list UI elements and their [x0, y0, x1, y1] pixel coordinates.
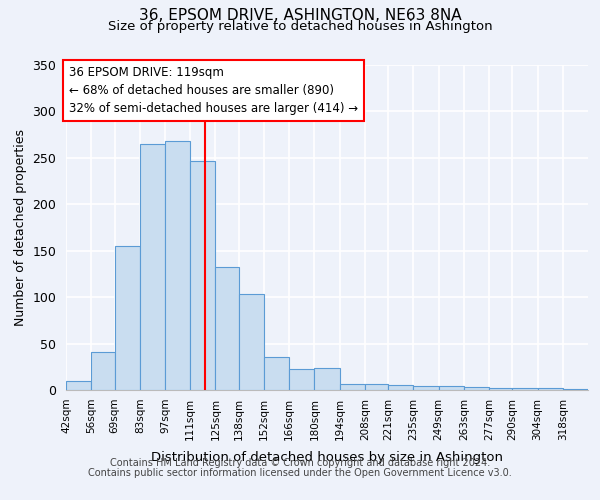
Y-axis label: Number of detached properties: Number of detached properties — [14, 129, 27, 326]
Bar — [264, 356, 289, 390]
Text: 36 EPSOM DRIVE: 119sqm
← 68% of detached houses are smaller (890)
32% of semi-de: 36 EPSOM DRIVE: 119sqm ← 68% of detached… — [68, 66, 358, 114]
Bar — [140, 144, 165, 390]
Bar — [538, 388, 563, 390]
Bar — [563, 389, 588, 390]
Bar — [314, 368, 340, 390]
Bar — [165, 141, 190, 390]
Bar — [340, 384, 365, 390]
Text: Contains HM Land Registry data © Crown copyright and database right 2024.: Contains HM Land Registry data © Crown c… — [110, 458, 490, 468]
Text: Size of property relative to detached houses in Ashington: Size of property relative to detached ho… — [107, 20, 493, 33]
Bar — [464, 387, 489, 390]
Bar — [215, 266, 239, 390]
Bar — [66, 380, 91, 390]
Bar — [289, 368, 314, 390]
Bar — [91, 352, 115, 390]
Bar — [439, 386, 464, 390]
X-axis label: Distribution of detached houses by size in Ashington: Distribution of detached houses by size … — [151, 451, 503, 464]
Bar — [365, 384, 388, 390]
Bar — [413, 386, 439, 390]
Text: 36, EPSOM DRIVE, ASHINGTON, NE63 8NA: 36, EPSOM DRIVE, ASHINGTON, NE63 8NA — [139, 8, 461, 22]
Bar — [190, 160, 215, 390]
Text: Contains public sector information licensed under the Open Government Licence v3: Contains public sector information licen… — [88, 468, 512, 478]
Bar — [512, 388, 538, 390]
Bar — [388, 386, 413, 390]
Bar — [115, 246, 140, 390]
Bar — [239, 294, 264, 390]
Bar — [489, 388, 512, 390]
